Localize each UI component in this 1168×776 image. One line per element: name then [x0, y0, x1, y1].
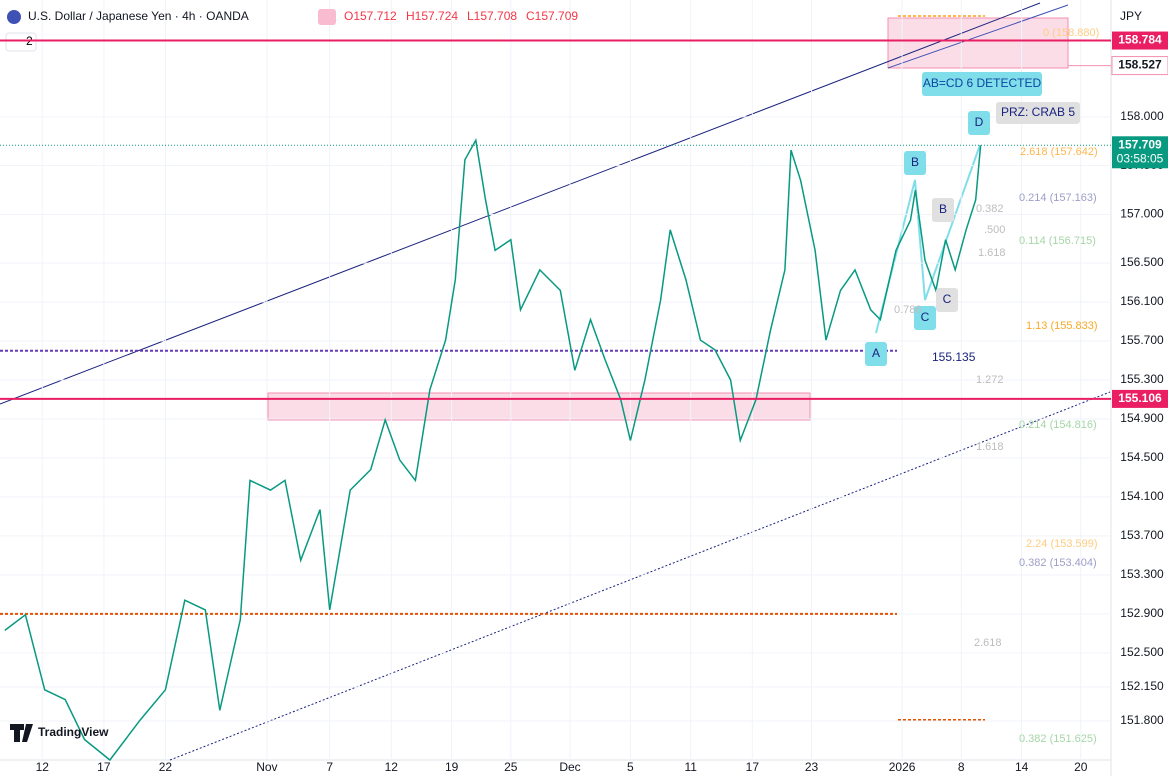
callout-box — [922, 72, 1042, 96]
zone — [267, 392, 811, 421]
price-tag-label: 155.106 — [1118, 391, 1162, 405]
fib-label: 0 (158.880) — [1043, 27, 1099, 39]
ohlc: H157.724 — [406, 9, 458, 23]
indicator-toggle[interactable] — [5, 32, 37, 52]
pattern-point: B — [911, 155, 919, 169]
price-line — [4, 138, 982, 762]
y-tick-label: 156.500 — [1120, 255, 1164, 269]
x-tick-label: 12 — [36, 760, 50, 774]
x-tick-label: Dec — [559, 760, 580, 774]
fib-label: 0.114 (156.715) — [1019, 235, 1096, 247]
price-tag-label: 157.709 — [1118, 137, 1162, 151]
ohlc: O157.712 — [344, 9, 397, 23]
x-tick-label: 20 — [1074, 760, 1088, 774]
x-tick-label: 17 — [746, 760, 760, 774]
trend-line — [0, 2, 1041, 405]
callout-box — [996, 102, 1080, 124]
countdown: 03:58:05 — [1117, 151, 1164, 165]
x-tick-label: 19 — [445, 760, 459, 774]
y-tick-label: 151.800 — [1120, 713, 1164, 727]
fib-label: 1.13 (155.833) — [1026, 320, 1098, 332]
fib-label: 0.382 (153.404) — [1019, 557, 1097, 569]
x-tick-label: Nov — [256, 760, 277, 774]
fib-label: 2.618 — [974, 637, 1002, 649]
y-tick-label: 152.900 — [1120, 606, 1164, 620]
x-tick-label: 2026 — [889, 760, 916, 774]
y-tick-label: 154.100 — [1120, 489, 1164, 503]
ohlc: L157.708 — [467, 9, 517, 23]
icon — [318, 9, 336, 25]
fib-label: 0.382 — [976, 203, 1004, 215]
x-tick-label: 22 — [159, 760, 173, 774]
fib-label: 2.618 (157.642) — [1020, 146, 1098, 158]
price-tag — [1112, 31, 1168, 50]
x-tick-label: 5 — [627, 760, 634, 774]
x-tick-label: 17 — [97, 760, 111, 774]
brand: TradingView — [38, 725, 109, 739]
pattern-point: A — [872, 346, 880, 360]
pattern-value: 155.135 — [932, 350, 976, 364]
pattern-point: B — [939, 202, 947, 216]
currency[interactable]: JPY — [1120, 9, 1142, 23]
callout: AB=CD 6 DETECTED — [923, 76, 1042, 90]
callout: PRZ: CRAB 5 — [1001, 105, 1075, 119]
brand-logo — [10, 724, 33, 742]
fib-label: 1.618 — [978, 247, 1006, 259]
y-tick-label: 153.700 — [1120, 528, 1164, 542]
fib-label: .500 — [984, 224, 1005, 236]
price-tag — [1112, 136, 1168, 169]
fib-label: 1.618 — [976, 441, 1004, 453]
symbol-title: U.S. Dollar / Japanese Yen · 4h · OANDA — [28, 9, 249, 23]
price-tag-label: 158.527 — [1118, 58, 1162, 72]
x-tick-label: 11 — [685, 760, 698, 774]
y-tick-label: 158.000 — [1120, 109, 1164, 123]
pattern-point-box — [904, 151, 926, 175]
y-tick-label: 152.150 — [1120, 679, 1164, 693]
pattern-point-box — [865, 342, 887, 366]
pattern-line — [875, 144, 981, 334]
x-tick-label: 12 — [385, 760, 399, 774]
price-tag-label: 158.784 — [1118, 33, 1162, 47]
x-tick-label: 23 — [805, 760, 819, 774]
zone — [887, 17, 1069, 69]
fib-label: 0.382 (151.625) — [1019, 733, 1097, 745]
fib-label: 0.786 — [894, 304, 922, 316]
y-tick-label: 153.300 — [1120, 567, 1164, 581]
trend-line — [887, 4, 1069, 69]
pattern-point: C — [943, 292, 952, 306]
trend-line — [169, 391, 1111, 761]
pattern-point-box — [932, 198, 954, 222]
y-tick-label: 152.500 — [1120, 645, 1164, 659]
y-tick-label: 154.900 — [1120, 411, 1164, 425]
x-tick-label: 7 — [326, 760, 333, 774]
pattern-point-box — [968, 111, 990, 135]
x-tick-label: 25 — [504, 760, 518, 774]
price-tag — [1112, 389, 1168, 408]
fib-label: 0.214 (154.816) — [1019, 419, 1097, 431]
y-tick-label: 155.700 — [1120, 333, 1164, 347]
pattern-point-box — [936, 288, 958, 312]
x-tick-label: 8 — [958, 760, 965, 774]
ohlc: C157.709 — [526, 9, 578, 23]
y-tick-label: 154.500 — [1120, 450, 1164, 464]
y-tick-label: 157.000 — [1120, 207, 1164, 221]
plot — [0, 0, 1111, 762]
x-tick-label: 14 — [1015, 760, 1029, 774]
y-tick-label: 156.100 — [1120, 294, 1164, 308]
fib-label: 0.214 (157.163) — [1019, 192, 1097, 204]
fib-label: 1.272 — [976, 374, 1004, 386]
pattern-point: C — [921, 310, 930, 324]
pattern-point-box — [914, 306, 936, 330]
fib-label: 2.24 (153.599) — [1026, 538, 1098, 550]
price-tag — [1111, 56, 1168, 76]
y-tick-label: 155.300 — [1120, 372, 1164, 386]
pattern-point: D — [975, 115, 984, 129]
symbol-icon — [7, 10, 21, 24]
